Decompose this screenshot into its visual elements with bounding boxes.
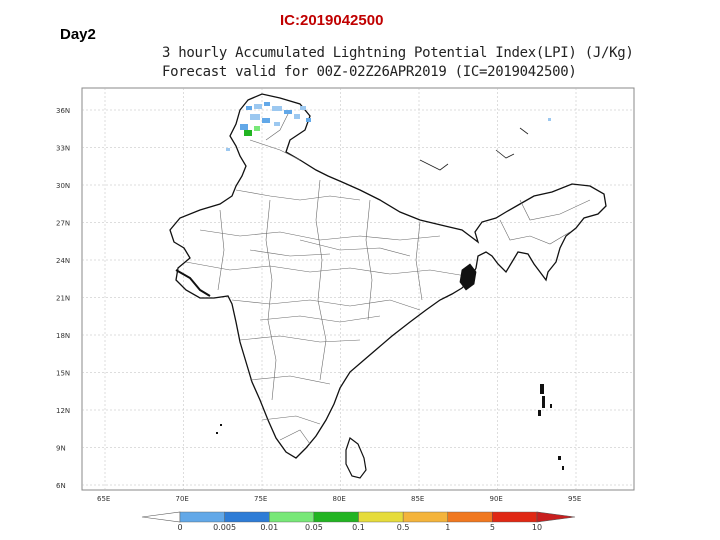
colorbar-swatch xyxy=(358,511,404,523)
latitude-tick-label: 18N xyxy=(56,332,70,340)
colorbar-swatch xyxy=(179,511,225,523)
northern-boundary-fragments xyxy=(419,127,529,171)
colorbar-swatch xyxy=(492,511,538,523)
latitude-tick-label: 30N xyxy=(56,182,70,190)
latitude-tick-label: 27N xyxy=(56,220,70,228)
colorbar-over-arrow xyxy=(536,511,576,523)
colorbar-label: 0.005 xyxy=(213,523,236,532)
longitude-tick-label: 65E xyxy=(97,495,110,503)
latitude-tick-label: 9N xyxy=(56,445,66,453)
colorbar: 0 0.005 0.01 0.05 0.1 0.5 1 5 10 xyxy=(141,511,576,532)
latitude-tick-label: 6N xyxy=(56,482,66,490)
colorbar-label: 0.01 xyxy=(260,523,278,532)
map-title-line-2: Forecast valid for 00Z-02Z26APR2019 (IC=… xyxy=(162,64,577,80)
latitude-tick-label: 36N xyxy=(56,107,70,115)
colorbar-label: 1 xyxy=(445,523,450,532)
latitude-tick-label: 15N xyxy=(56,370,70,378)
colorbar-swatch xyxy=(447,511,493,523)
colorbar-label: 5 xyxy=(490,523,495,532)
colorbar-label: 0 xyxy=(177,523,182,532)
latitude-tick-label: 24N xyxy=(56,257,70,265)
map-frame xyxy=(81,87,635,491)
andaman-nicobar-islands xyxy=(538,384,564,470)
longitude-tick-label: 90E xyxy=(490,495,503,503)
district-boundaries xyxy=(185,109,591,445)
colorbar-swatch xyxy=(402,511,448,523)
colorbar-label: 10 xyxy=(532,523,542,532)
graticule: 36N 33N 30N 27N 24N 21N 18N 15N 12N 9N 6N 65E 70E 75E… xyxy=(56,88,634,503)
map-title-line-1: 3 hourly Accumulated Lightning Potential… xyxy=(162,45,634,61)
sri-lanka-outline xyxy=(345,437,367,479)
latitude-tick-label: 33N xyxy=(56,145,70,153)
colorbar-label: 0.05 xyxy=(305,523,323,532)
longitude-tick-label: 75E xyxy=(254,495,267,503)
longitude-tick-label: 80E xyxy=(333,495,346,503)
lpi-shading xyxy=(226,102,551,151)
latitude-tick-label: 12N xyxy=(56,407,70,415)
latitude-tick-label: 21N xyxy=(56,295,70,303)
longitude-tick-label: 85E xyxy=(411,495,424,503)
colorbar-label: 0.5 xyxy=(397,523,410,532)
colorbar-label: 0.1 xyxy=(352,523,365,532)
initial-condition-label: IC:2019042500 xyxy=(280,12,384,29)
colorbar-swatch xyxy=(269,511,315,523)
longitude-tick-label: 70E xyxy=(176,495,189,503)
india-outline xyxy=(169,93,607,459)
lakshadweep-islands xyxy=(216,424,222,434)
colorbar-swatch xyxy=(313,511,359,523)
coastline-gujarat xyxy=(175,269,211,297)
day-label: Day2 xyxy=(60,26,96,43)
colorbar-under-arrow xyxy=(141,511,181,523)
dark-shaded-region xyxy=(459,263,477,291)
longitude-tick-label: 95E xyxy=(568,495,581,503)
colorbar-swatch xyxy=(224,511,270,523)
